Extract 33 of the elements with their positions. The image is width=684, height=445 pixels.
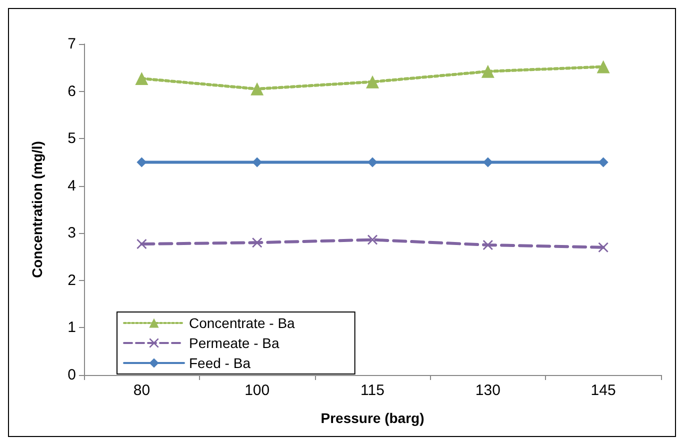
y-tick-label: 2 <box>68 272 76 289</box>
y-tick-label: 0 <box>68 366 76 384</box>
point <box>252 157 262 168</box>
point <box>366 75 379 88</box>
y-tick-label: 1 <box>68 319 76 336</box>
point <box>596 60 610 74</box>
x-tick-label: 100 <box>244 382 270 399</box>
point <box>482 240 493 250</box>
x-tick-label: 145 <box>590 382 616 399</box>
legend-label: Feed - Ba <box>189 355 251 371</box>
x-tick-label: 115 <box>360 382 384 399</box>
x-tick-label: 130 <box>475 382 500 399</box>
y-tick-label: 7 <box>68 36 76 52</box>
y-tick-label: 5 <box>68 130 76 148</box>
legend-label: Concentrate - Ba <box>189 315 296 331</box>
point <box>482 157 493 168</box>
x-axis-title: Pressure (barg) <box>320 410 424 426</box>
point <box>598 242 608 252</box>
point <box>368 234 378 245</box>
point <box>250 82 264 96</box>
legend-label: Permeate - Ba <box>189 335 280 351</box>
y-tick-label: 6 <box>68 82 76 100</box>
point <box>136 157 147 168</box>
y-tick-label: 3 <box>68 224 76 242</box>
point <box>135 72 148 86</box>
y-tick-label: 4 <box>68 177 76 194</box>
point <box>136 239 147 250</box>
point <box>481 64 494 78</box>
y-axis-title: Concentration (mg/l) <box>29 141 45 278</box>
x-tick-label: 80 <box>133 382 150 399</box>
point <box>252 238 262 248</box>
point <box>598 157 608 168</box>
point <box>368 157 378 168</box>
